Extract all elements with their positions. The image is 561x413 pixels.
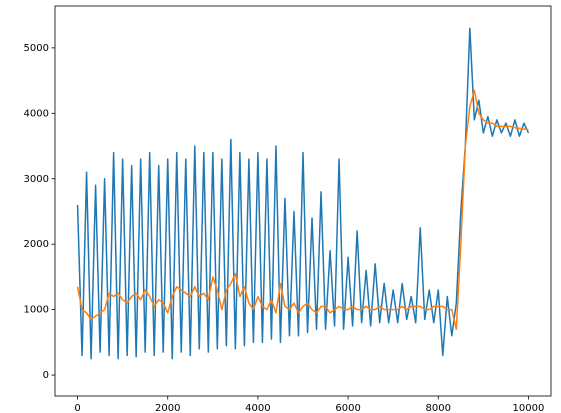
axes-frame: [54, 5, 552, 397]
line-series: [76, 27, 530, 360]
x-tick-label: 0: [74, 403, 80, 413]
y-tick-label: 0: [43, 370, 49, 381]
line-series: [76, 89, 529, 331]
x-tick-label: 6000: [335, 403, 360, 413]
x-tick-label: 4000: [245, 403, 270, 413]
x-tick-label: 8000: [426, 403, 451, 413]
plot-area: [76, 27, 530, 360]
y-tick-label: 4000: [24, 108, 49, 119]
y-tick-label: 2000: [24, 239, 49, 250]
y-tick-label: 3000: [24, 174, 49, 185]
x-tick-label: 10000: [513, 403, 545, 413]
x-tick-label: 2000: [155, 403, 180, 413]
y-tick-label: 5000: [24, 43, 49, 54]
y-tick-label: 1000: [24, 305, 49, 316]
